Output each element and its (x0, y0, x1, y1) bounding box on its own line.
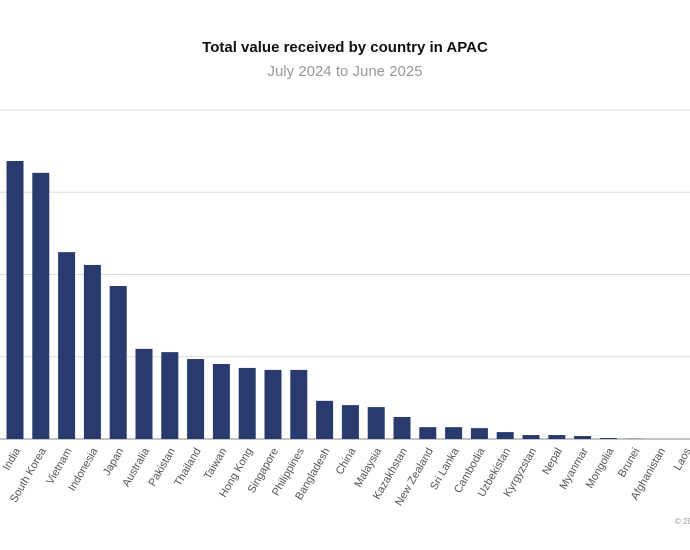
bar (445, 427, 463, 439)
bar (83, 264, 101, 439)
x-tick-label: Japan (101, 446, 126, 478)
bar (341, 405, 359, 439)
footer: © 20 (675, 517, 690, 526)
x-tick-label: China (334, 445, 359, 477)
bar (419, 427, 437, 439)
bar (109, 286, 127, 439)
chart-title: Total value received by country in APAC (202, 39, 488, 56)
bar (548, 435, 566, 439)
bar (187, 359, 205, 439)
bar (290, 369, 308, 439)
x-tick-label: India (1, 445, 24, 472)
bar (367, 407, 385, 439)
bar (470, 428, 488, 439)
bar (316, 400, 334, 439)
bar (574, 436, 592, 439)
bar (6, 160, 24, 439)
x-tick-label: Taiwan (202, 446, 230, 482)
x-tick-label: Nepal (540, 446, 565, 477)
bar (135, 348, 153, 439)
bar (393, 416, 411, 439)
bar (496, 432, 514, 439)
bar (238, 367, 256, 439)
bar (599, 438, 617, 439)
bar (58, 252, 76, 439)
bar (161, 352, 179, 439)
bar (264, 369, 282, 439)
bar (32, 172, 50, 440)
x-tick-label: Brunei (616, 446, 642, 480)
bar (522, 435, 540, 439)
x-tick-label: Laos (672, 446, 690, 473)
bar (212, 363, 230, 439)
chart-subtitle: July 2024 to June 2025 (267, 63, 422, 80)
